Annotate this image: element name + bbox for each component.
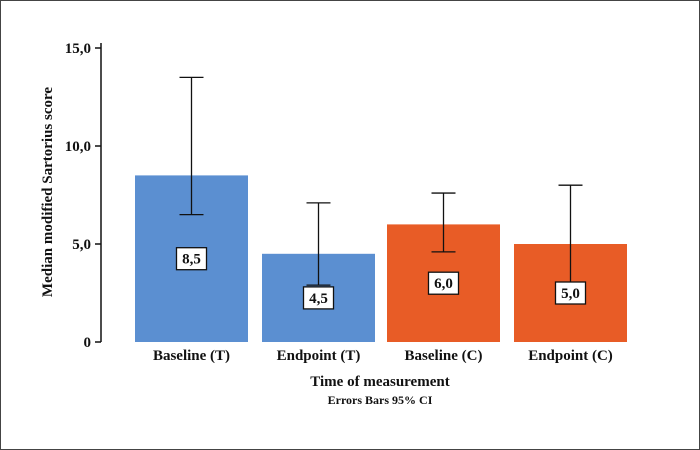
data-labels: 8,5 4,5 6,0 5,0: [175, 247, 587, 310]
y-tick-label: 10,0: [65, 139, 91, 155]
category-label: Endpoint (C): [528, 348, 613, 364]
y-axis-title: Median modified Sartorius score: [40, 87, 56, 297]
data-label-box: [302, 286, 335, 310]
data-label-box: [427, 271, 460, 295]
data-label: 8,5: [175, 247, 208, 271]
data-label-text: 5,0: [561, 286, 580, 302]
error-bars-note: Errors Bars 95% CI: [328, 393, 433, 407]
data-label-box: [175, 247, 208, 271]
data-label-text: 8,5: [182, 252, 201, 268]
data-label-text: 4,5: [309, 291, 328, 307]
category-label: Endpoint (T): [277, 348, 361, 364]
y-ticks: 0 5,0 10,0 15,0: [65, 41, 101, 351]
category-label: Baseline (T): [153, 348, 230, 364]
y-tick-label: 5,0: [72, 237, 91, 253]
data-label: 6,0: [427, 271, 460, 295]
x-axis-title: Time of measurement: [310, 374, 449, 390]
category-label: Baseline (C): [405, 348, 483, 364]
error-bars: [179, 76, 583, 286]
y-tick-label: 15,0: [65, 41, 91, 57]
data-label-text: 6,0: [434, 276, 453, 292]
error-bar: [306, 202, 331, 286]
data-label-box: [554, 281, 587, 305]
bars: [135, 175, 627, 342]
error-bar: [179, 76, 204, 216]
category-labels: Baseline (T) Endpoint (T) Baseline (C) Endp…: [153, 348, 613, 364]
y-tick-label: 0: [84, 335, 92, 351]
error-bar: [431, 192, 456, 253]
data-label: 5,0: [554, 281, 587, 305]
data-label: 4,5: [302, 286, 335, 310]
